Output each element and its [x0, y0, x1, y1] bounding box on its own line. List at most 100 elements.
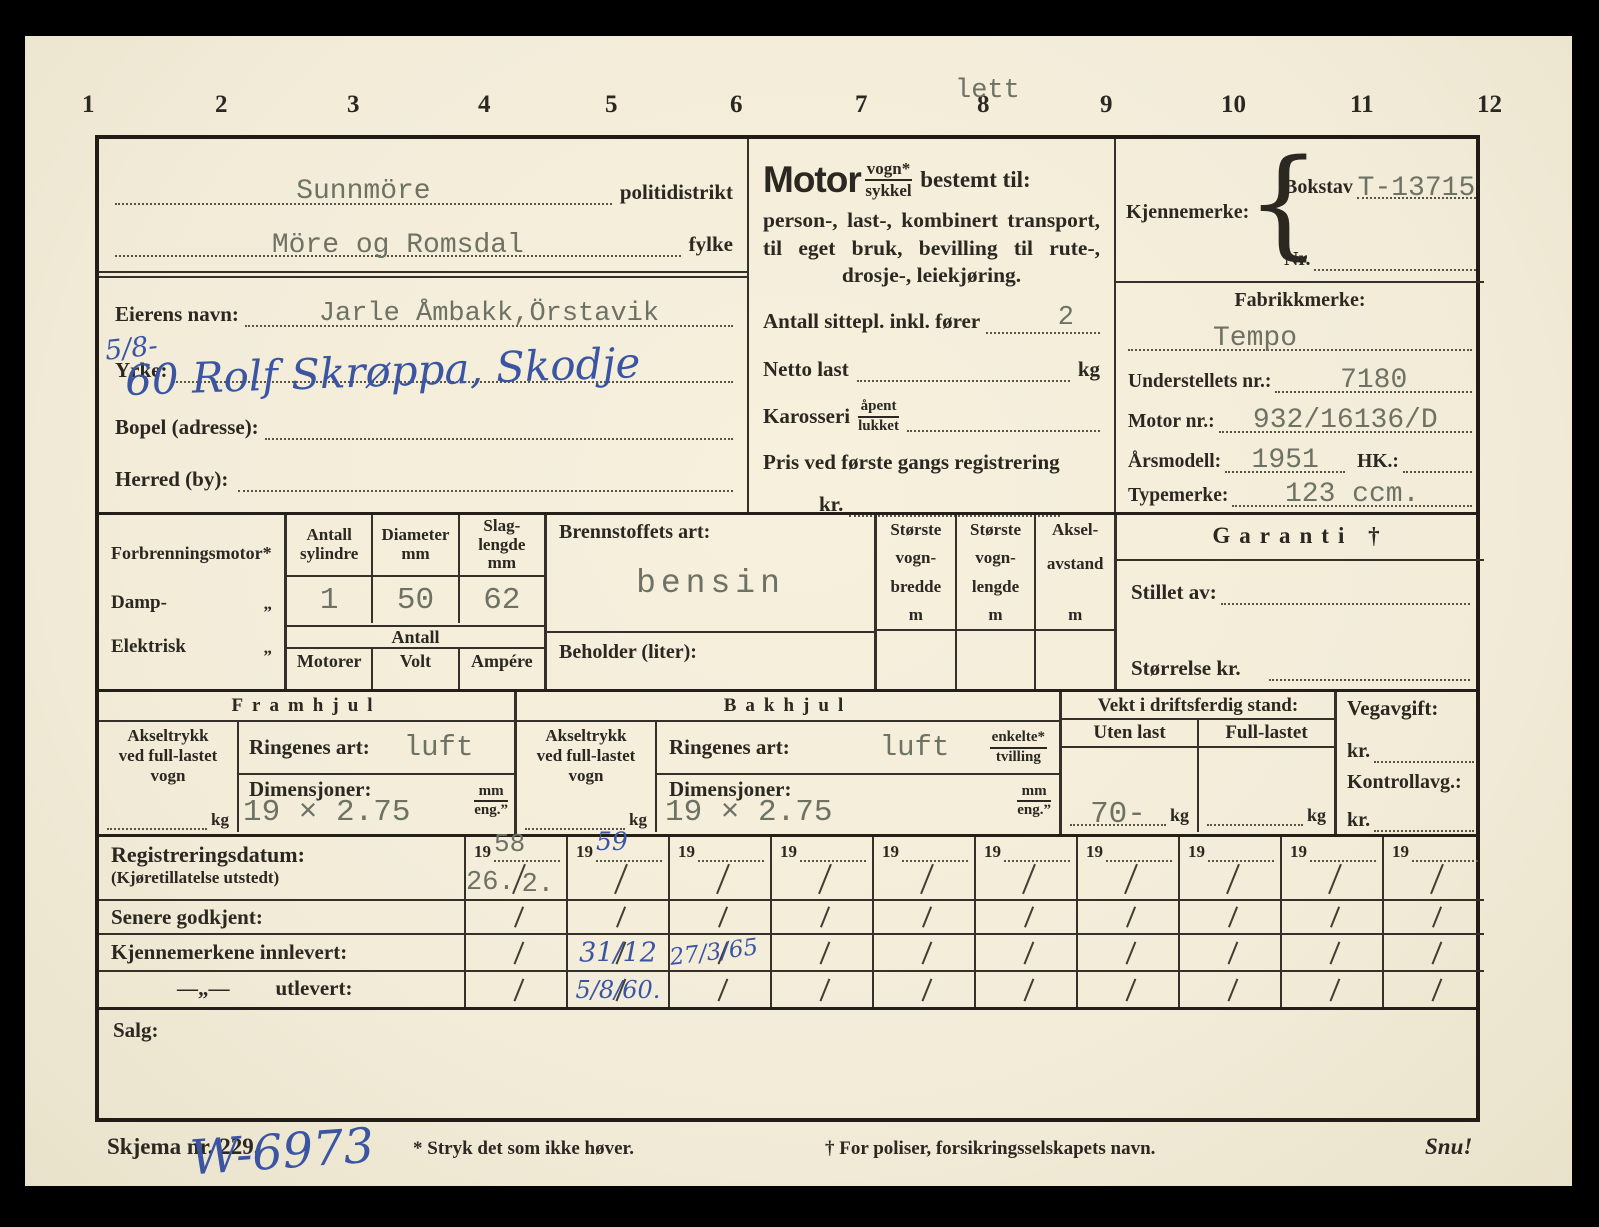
seats-value: 2: [1057, 302, 1074, 333]
slash-mark: [717, 906, 729, 928]
kg-unit: kg: [1306, 805, 1326, 825]
fraction-top: mm: [474, 783, 508, 803]
dotted-line: [1207, 816, 1303, 826]
dotted-line: [1374, 822, 1474, 832]
dotted-line: 2: [986, 302, 1100, 334]
dotted-line: [906, 422, 1100, 432]
header-line: Slag-: [483, 515, 521, 535]
registration-cell: 19 59: [568, 829, 668, 901]
mm-eng-fraction: mm eng.”: [474, 783, 508, 820]
antall-header: Antall: [287, 625, 544, 649]
dimensions-columns: Største vogn- bredde m Største vogn- len…: [874, 515, 1115, 689]
ditto-mark: „: [263, 594, 273, 613]
registration-year-column: 19 59 31/12 5/8/60.: [566, 829, 668, 1007]
dotted-line: T-13715: [1356, 175, 1476, 203]
price-row: Pris ved første gangs registrering: [763, 450, 1100, 475]
dotted-line: 123 ccm.: [1232, 481, 1472, 509]
address-label: Bopel (adresse):: [115, 415, 259, 439]
dotted-line: 70-: [1070, 799, 1166, 830]
model-year-value: 1951: [1251, 445, 1319, 476]
slash-mark: [1022, 863, 1036, 895]
registration-cell: [1384, 972, 1484, 1007]
registration-cell: [1282, 972, 1382, 1007]
year-prefix: 19: [474, 842, 491, 861]
motor-title-rest: bestemt til:: [920, 167, 1031, 192]
laden-header: Full-lastet: [1225, 722, 1308, 743]
registration-cell: [1078, 972, 1178, 1007]
registration-date-label-cell: Registreringsdatum: (Kjøretillatelse uts…: [99, 837, 464, 901]
handwritten-archive-number: W-6973: [188, 1117, 376, 1187]
slash-mark: [1023, 906, 1035, 928]
registration-dates-band: Registreringsdatum: (Kjøretillatelse uts…: [99, 829, 1484, 1007]
bokstav-row: Bokstav T-13715: [1284, 165, 1476, 203]
registration-year-column: 19: [872, 837, 974, 1007]
registration-cell: [1078, 935, 1178, 973]
axle-kg-line: kg: [525, 810, 647, 830]
rear-tire-cell: Ringenes art: luft enkelte* tvilling Dim…: [657, 722, 1059, 832]
registration-cell: 19: [772, 837, 872, 901]
slash-mark: [615, 906, 627, 928]
nr-row: Nr.: [1284, 241, 1476, 271]
header-line: Største: [970, 520, 1021, 539]
slash-mark: [513, 941, 525, 965]
header-line: m: [988, 605, 1003, 625]
turn-over-label: Snu!: [1425, 1134, 1473, 1159]
netto-label: Netto last: [763, 356, 849, 381]
header-line: lengde: [478, 534, 526, 554]
year-prefix: 19: [678, 842, 695, 861]
slash-mark: [614, 863, 628, 895]
registration-cell: 19: [1180, 837, 1280, 901]
guarantee-amount-row: Størrelse kr.: [1131, 649, 1470, 681]
sale-section: Salg:: [99, 1007, 1476, 1126]
year-prefix: 19: [1392, 842, 1409, 861]
slash-mark: [819, 906, 831, 928]
ditto-mark: „: [263, 638, 273, 657]
ruler-number: 6: [730, 91, 743, 118]
ruler-number: 10: [1221, 91, 1246, 118]
header-line: m: [908, 605, 923, 625]
slash-mark: [717, 978, 729, 1001]
owner-name-label: Eierens navn:: [115, 302, 239, 326]
form-card: Sunnmöre politidistrikt Möre og Romsdal …: [95, 135, 1484, 1122]
road-tax-section: Vegavgift: kr. Kontrollavg.: kr.: [1334, 692, 1484, 834]
slash-mark: [921, 941, 933, 965]
slash-mark: [818, 863, 832, 895]
cylinders-value: 1: [319, 582, 339, 618]
header-line: vogn-: [895, 548, 937, 568]
year-prefix: 19: [1086, 842, 1103, 861]
fraction-bottom: eng.”: [1017, 802, 1051, 819]
control-fee-kr-line: kr.: [1347, 808, 1474, 832]
rear-axle-cell: Akseltrykk ved full-lastet vogn kg: [517, 722, 657, 832]
dotted-line: [494, 848, 560, 862]
issued-date: 5/8/60.: [575, 975, 661, 1004]
registration-cell: [466, 901, 566, 936]
registration-cell: 19 58 26. 2.: [466, 831, 566, 901]
registration-date-label: Registreringsdatum:: [111, 842, 305, 867]
guarantee-amount-label: Størrelse kr.: [1131, 656, 1241, 680]
header-line: Diameter: [381, 525, 450, 545]
slash-mark: [1227, 978, 1239, 1001]
rear-dim-value: 19 × 2.75: [665, 795, 833, 830]
seats-label: Antall sittepl. inkl. fører: [763, 308, 981, 333]
volt-header: Volt: [399, 651, 432, 672]
enkelte-tvilling-fraction: enkelte* tvilling: [989, 729, 1047, 766]
registration-card-scan: 1 2 3 4 5 6 7 8 9 10 11 12 lett Sunnmöre…: [25, 36, 1572, 1186]
registration-year-column: 19: [1178, 837, 1280, 1007]
dotted-line: [1402, 463, 1472, 473]
registration-cell: 27/3/65: [668, 934, 770, 973]
fraction-bottom: tvilling: [995, 748, 1041, 765]
dotted-line: [107, 820, 208, 830]
slash-mark: [1431, 978, 1443, 1001]
footnote-star: * Stryk det som ikke høver.: [413, 1138, 634, 1159]
slash-mark: [1329, 941, 1341, 965]
registration-year-column: 19: [1076, 837, 1178, 1007]
registration-year-column: 19 58 26. 2.: [464, 831, 566, 1007]
footnote-dagger: † For poliser, forsikringsselskapets nav…: [825, 1138, 1156, 1159]
year-prefix: 19: [1290, 842, 1307, 861]
registration-cell: [772, 901, 872, 936]
registration-cell: [976, 972, 1076, 1007]
registration-cell: [772, 935, 872, 973]
dotted-line: [1310, 848, 1376, 862]
engine-number-row: Motor nr.: 932/16136/D: [1128, 397, 1472, 435]
